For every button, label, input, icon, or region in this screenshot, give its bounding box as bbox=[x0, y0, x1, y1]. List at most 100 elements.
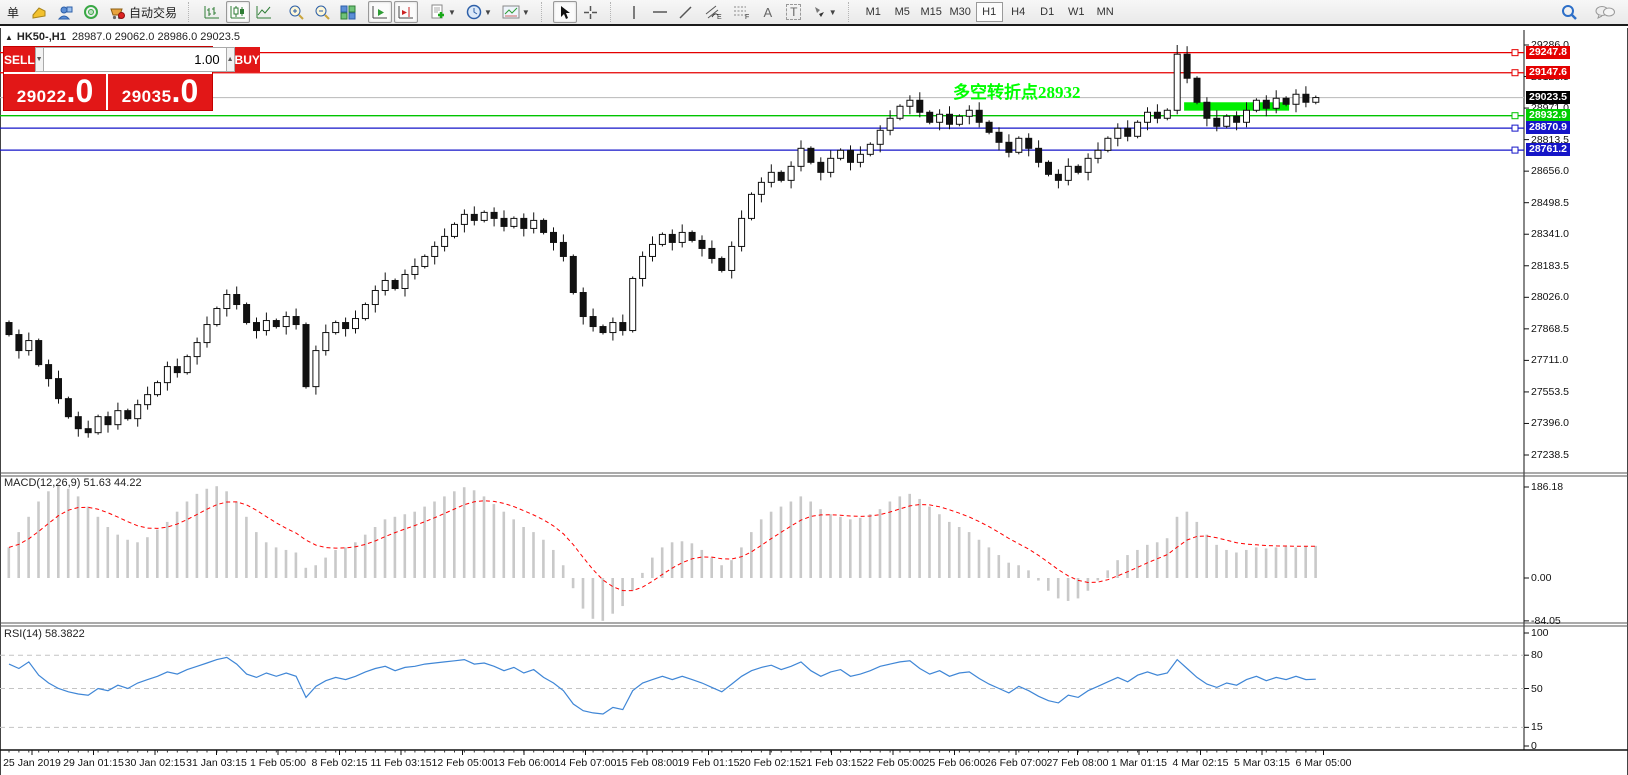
sell-price-button[interactable]: 29022 .0 bbox=[4, 74, 108, 110]
market-watch-button[interactable] bbox=[79, 1, 103, 23]
caret-down-icon: ▼ bbox=[828, 7, 837, 17]
timeframe-button-m5[interactable]: M5 bbox=[894, 6, 910, 18]
rsi-tick-label: 100 bbox=[1531, 627, 1549, 639]
cursor-button[interactable] bbox=[552, 1, 577, 23]
toolbar-separator bbox=[188, 2, 195, 22]
timeframe-button-m15[interactable]: M15 bbox=[920, 6, 942, 18]
indicators-dropdown[interactable]: ▼ bbox=[426, 1, 460, 23]
autotrading-label: 自动交易 bbox=[129, 5, 178, 20]
buy-button[interactable]: BUY bbox=[234, 47, 260, 72]
history-center-button[interactable] bbox=[27, 1, 51, 23]
chart-title: ▲ HK50-,H1 28987.0 29062.0 28986.0 29023.5 bbox=[5, 31, 240, 43]
date-tick-label: 26 Feb 07:00 bbox=[985, 757, 1047, 769]
search-button[interactable] bbox=[1557, 1, 1582, 23]
periods-dropdown[interactable]: ▼ bbox=[462, 1, 496, 23]
ohlc-values: 28987.0 29062.0 28986.0 29023.5 bbox=[71, 31, 241, 43]
level-price-label[interactable]: 29247.8 bbox=[1526, 45, 1570, 59]
price-tick-label: 28656.0 bbox=[1531, 165, 1569, 178]
timeframe-button-h1[interactable]: H1 bbox=[975, 2, 1003, 22]
fibonacci-button[interactable]: F bbox=[728, 1, 754, 23]
macd-tick-label: 186.18 bbox=[1531, 481, 1564, 493]
level-price-label[interactable]: 28870.9 bbox=[1526, 121, 1570, 135]
date-tick-label: 1 Mar 01:15 bbox=[1110, 757, 1168, 769]
volume-decrease-button[interactable]: ▼ bbox=[34, 47, 44, 72]
zoom-out-button[interactable] bbox=[310, 1, 334, 23]
line-chart-icon bbox=[256, 5, 272, 20]
price-tick-label: 28026.0 bbox=[1531, 291, 1569, 304]
chart-shift-button[interactable] bbox=[394, 1, 419, 23]
svg-text:E: E bbox=[717, 14, 722, 20]
level-price-label[interactable]: 29147.6 bbox=[1526, 65, 1570, 79]
date-tick-label: 25 Feb 06:00 bbox=[923, 757, 986, 769]
price-tick-label: 27553.5 bbox=[1531, 385, 1569, 398]
timeframe-button-mn[interactable]: MN bbox=[1096, 6, 1114, 18]
bar-chart-button[interactable] bbox=[200, 1, 224, 23]
bar-chart-icon bbox=[204, 5, 220, 20]
date-tick-label: 29 Jan 01:15 bbox=[63, 757, 124, 769]
text-label-button[interactable]: T bbox=[782, 1, 806, 23]
toolbar-separator bbox=[847, 2, 855, 22]
buy-price-button[interactable]: 29035 .0 bbox=[108, 74, 212, 110]
trendline-button[interactable] bbox=[674, 1, 698, 23]
date-tick-label: 6 Mar 05:00 bbox=[1295, 757, 1352, 769]
price-tick-label: 28813.5 bbox=[1531, 133, 1569, 146]
chart-area[interactable] bbox=[0, 28, 1628, 775]
market-watch-icon bbox=[83, 4, 99, 20]
level-price-label[interactable]: 28932.9 bbox=[1526, 108, 1570, 122]
svg-text:F: F bbox=[745, 14, 749, 20]
current-price-label[interactable]: 29023.5 bbox=[1526, 90, 1570, 104]
timeframe-group: M1 M5 M15 M30 H1 H4 D1 W1 MN bbox=[859, 0, 1120, 25]
vertical-line-icon bbox=[629, 5, 639, 20]
zoom-in-button[interactable] bbox=[284, 1, 308, 23]
new-order-button[interactable]: 单 bbox=[1, 1, 25, 23]
date-tick-label: 11 Feb 03:15 bbox=[370, 757, 432, 769]
collapse-panel-arrow[interactable]: ▲ bbox=[5, 33, 13, 42]
date-tick-label: 1 Feb 05:00 bbox=[249, 757, 307, 769]
sell-button[interactable]: SELL bbox=[4, 47, 35, 72]
line-chart-button[interactable] bbox=[252, 1, 276, 23]
date-tick-label: 31 Jan 03:15 bbox=[186, 757, 247, 769]
date-tick-label: 13 Feb 06:00 bbox=[493, 757, 555, 769]
new-order-label: 单 bbox=[6, 5, 19, 20]
timeframe-button-m1[interactable]: M1 bbox=[865, 6, 881, 18]
zoom-in-icon bbox=[288, 4, 304, 20]
buy-price-main: 29035 bbox=[121, 87, 172, 106]
auto-scroll-button[interactable] bbox=[368, 1, 393, 23]
sell-price-main: 29022 bbox=[16, 87, 67, 106]
timeframe-button-h4[interactable]: H4 bbox=[1011, 6, 1026, 18]
crosshair-button[interactable] bbox=[579, 1, 603, 23]
chat-button[interactable] bbox=[1591, 1, 1619, 23]
vertical-line-button[interactable] bbox=[622, 1, 646, 23]
caret-down-icon: ▼ bbox=[483, 7, 492, 17]
candlestick-button[interactable] bbox=[226, 1, 251, 23]
horizontal-line-button[interactable] bbox=[648, 1, 672, 23]
equidistant-channel-button[interactable]: E bbox=[700, 1, 726, 23]
toolbar-separator bbox=[540, 2, 548, 22]
arrows-dropdown[interactable]: ▼ bbox=[808, 1, 841, 23]
volume-increase-button[interactable]: ▲ bbox=[225, 47, 235, 72]
tile-windows-button[interactable] bbox=[336, 1, 360, 23]
volume-input[interactable] bbox=[43, 47, 226, 72]
chart-shift-icon bbox=[398, 5, 414, 20]
autotrading-button[interactable]: 自动交易 bbox=[105, 1, 181, 23]
date-tick-label: 27 Feb 08:00 bbox=[1046, 757, 1109, 769]
tile-windows-icon bbox=[340, 5, 356, 20]
trendline-icon bbox=[678, 5, 693, 20]
horizontal-line-icon bbox=[652, 7, 668, 17]
level-price-label[interactable]: 28761.2 bbox=[1526, 143, 1570, 157]
caret-down-icon: ▼ bbox=[448, 7, 456, 17]
timeframe-button-d1[interactable]: D1 bbox=[1040, 6, 1055, 18]
rsi-tick-label: 0 bbox=[1531, 740, 1537, 752]
clock-icon bbox=[466, 4, 482, 20]
accounts-button[interactable] bbox=[53, 1, 77, 23]
price-tick-label: 27396.0 bbox=[1531, 417, 1569, 430]
price-tick-label: 28183.5 bbox=[1531, 259, 1569, 272]
templates-dropdown[interactable]: ▼ bbox=[498, 1, 534, 23]
timeframe-button-w1[interactable]: W1 bbox=[1067, 6, 1085, 18]
text-button[interactable]: A bbox=[756, 1, 780, 23]
date-tick-label: 22 Feb 05:00 bbox=[862, 757, 924, 769]
pivot-annotation[interactable]: 多空转折点28932 bbox=[953, 83, 1081, 102]
macd-tick-label: -84.05 bbox=[1531, 614, 1561, 627]
timeframe-button-m30[interactable]: M30 bbox=[949, 6, 971, 18]
